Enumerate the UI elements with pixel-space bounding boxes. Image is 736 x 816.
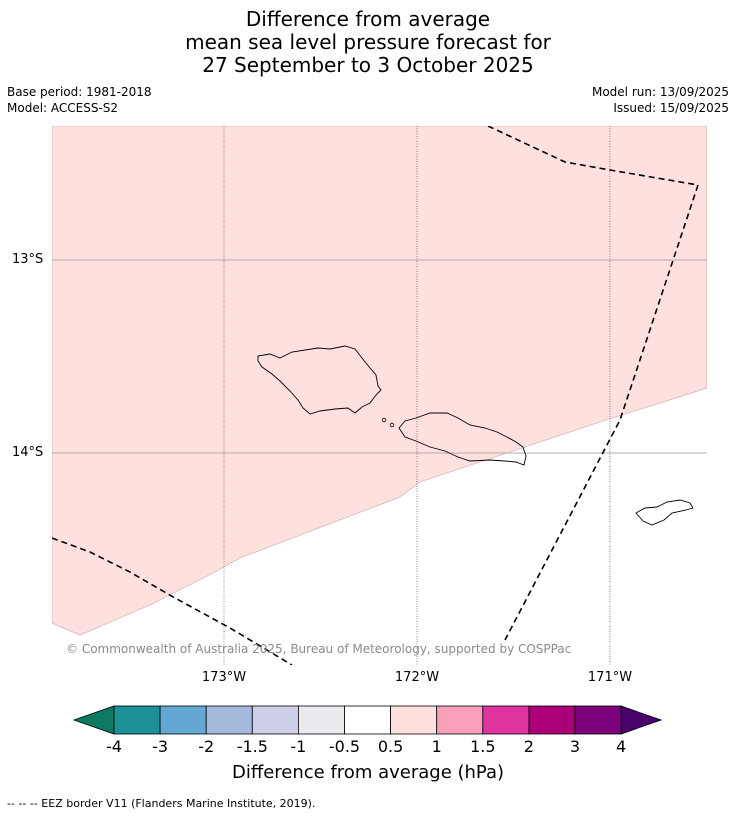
colorbar-tick-label: -4 xyxy=(106,737,122,756)
colorbar-extend-low xyxy=(72,705,115,735)
colorbar-tick-label: 1.5 xyxy=(470,737,496,756)
colorbar-extend-high xyxy=(620,705,663,735)
colorbar-swatch xyxy=(574,705,622,735)
colorbar-swatch xyxy=(528,705,576,735)
lon-label-172w: 172°W xyxy=(394,670,440,685)
colorbar-tick-label: 0.5 xyxy=(377,737,404,756)
colorbar-tick-label: -1 xyxy=(290,737,307,756)
title-line-2: mean sea level pressure forecast for xyxy=(185,30,551,54)
colorbar-tick-label: -2 xyxy=(198,737,215,756)
title-line-3: 27 September to 3 October 2025 xyxy=(202,53,534,77)
colorbar-swatch xyxy=(251,705,299,735)
map-title: Difference from average mean sea level p… xyxy=(0,8,736,77)
colorbar-tick-label: 1 xyxy=(431,737,442,756)
manono-island-outline xyxy=(389,422,395,428)
colorbar-swatch xyxy=(390,705,438,735)
title-line-1: Difference from average xyxy=(245,7,491,31)
colorbar-tick-label: 2 xyxy=(523,737,534,756)
upolu-island-outline xyxy=(398,412,527,466)
issued-text: Issued: 15/09/2025 xyxy=(613,101,729,115)
map-frame xyxy=(52,126,707,665)
savaii-island-outline xyxy=(257,345,382,415)
colorbar-title: Difference from average (hPa) xyxy=(231,762,505,783)
colorbar-swatch xyxy=(113,705,161,735)
meta-left: Base period: 1981-2018 Model: ACCESS-S2 xyxy=(7,84,152,116)
lon-label-173w: 173°W xyxy=(201,670,247,685)
colorbar-tick-label: -3 xyxy=(152,737,169,756)
model-run-text: Model run: 13/09/2025 xyxy=(591,85,729,99)
eez-border-south-west xyxy=(52,537,293,665)
colorbar-tick-label: 4 xyxy=(616,737,627,756)
pressure-anomaly-shading xyxy=(52,126,707,636)
eez-footnote: -- -- -- EEZ border V11 (Flanders Marine… xyxy=(7,797,316,810)
colorbar-swatch xyxy=(159,705,207,735)
colorbar-swatch xyxy=(436,705,484,735)
colorbar-tick-label: -1.5 xyxy=(236,737,268,756)
colorbar-swatch xyxy=(205,705,253,735)
lon-label-171w: 171°W xyxy=(587,670,633,685)
lat-label-13s: 13°S xyxy=(12,252,44,267)
base-period-text: Base period: 1981-2018 xyxy=(7,85,152,99)
colorbar-tick-label: 3 xyxy=(569,737,581,756)
model-text: Model: ACCESS-S2 xyxy=(7,101,119,115)
colorbar xyxy=(72,705,663,735)
colorbar-swatch xyxy=(344,705,391,735)
meta-right: Model run: 13/09/2025 Issued: 15/09/2025 xyxy=(592,84,729,116)
colorbar-swatch xyxy=(482,705,530,735)
apolima-island-outline xyxy=(381,417,387,423)
copyright-text: © Commonwealth of Australia 2025, Bureau… xyxy=(66,642,572,656)
colorbar-tick-label: -0.5 xyxy=(328,737,361,756)
eez-border-north-east xyxy=(487,126,700,641)
lat-label-14s: 14°S xyxy=(12,445,44,460)
colorbar-swatch xyxy=(297,705,345,735)
tutuila-island-outline xyxy=(635,499,694,526)
